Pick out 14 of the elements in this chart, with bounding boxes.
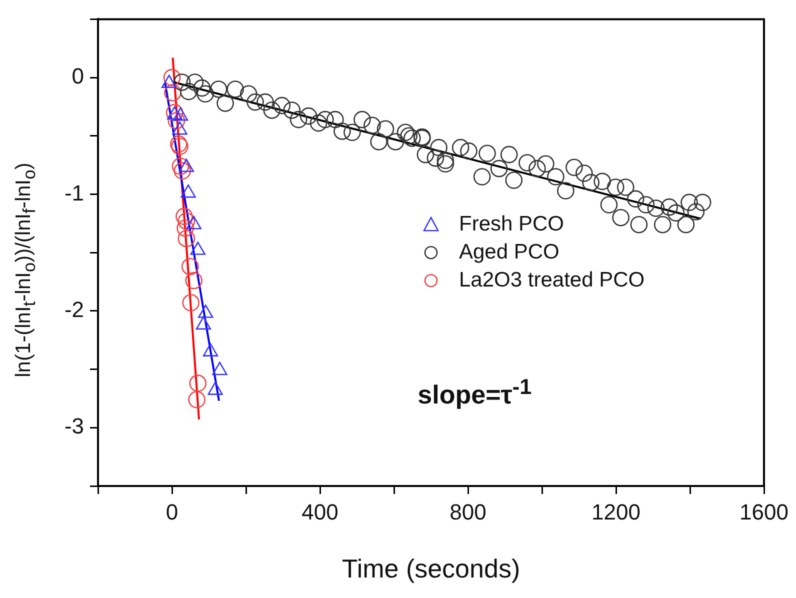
y-tick-label: 0 — [72, 64, 84, 89]
x-tick-label: 1600 — [740, 499, 788, 524]
x-axis-title: Time (seconds) — [342, 554, 520, 584]
legend-label: Aged PCO — [459, 240, 560, 264]
annotation: slope=τ$^{-1}$ — [418, 374, 532, 411]
y-tick-label: -1 — [64, 180, 84, 206]
x-tick-label: 1200 — [592, 499, 640, 524]
y-tick-label: -3 — [64, 414, 84, 439]
x-tick-label: 400 — [302, 499, 338, 524]
y-tick-label: -2 — [64, 297, 84, 322]
x-tick-label: 800 — [450, 499, 486, 524]
x-tick-label: 0 — [166, 499, 178, 524]
legend-label: Fresh PCO — [459, 212, 564, 236]
legend-label: La2O3 treated PCO — [459, 268, 645, 292]
